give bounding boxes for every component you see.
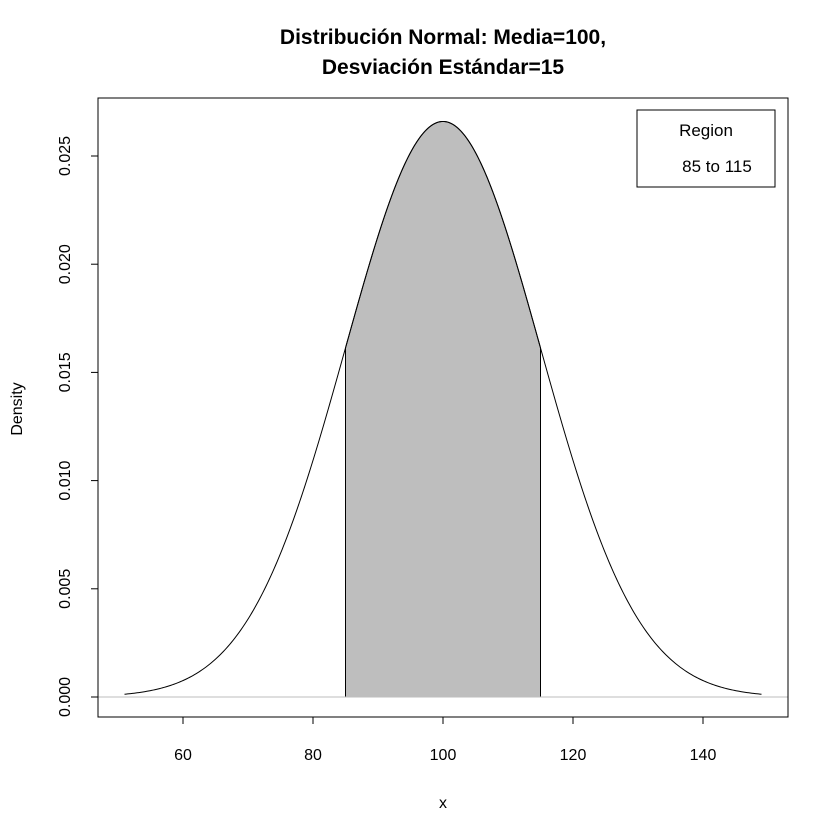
y-axis: 0.000 0.005 0.010 0.015 0.020 0.025: [57, 136, 99, 717]
chart-title-line-1: Distribución Normal: Media=100,: [280, 26, 606, 49]
x-tick-label: 60: [174, 747, 192, 764]
density-curve: [124, 120, 762, 695]
y-axis-label: Density: [9, 382, 26, 435]
x-tick-label: 120: [560, 747, 587, 764]
x-axis: 60 80 100 120 140: [174, 716, 717, 764]
x-tick-label: 140: [690, 747, 717, 764]
y-tick-label: 0.020: [57, 244, 74, 284]
legend: Region 85 to 115: [636, 109, 776, 188]
y-tick-label: 0.025: [57, 136, 74, 176]
legend-box: [636, 109, 776, 188]
y-tick-label: 0.005: [57, 569, 74, 609]
legend-entry: 85 to 115: [682, 157, 752, 176]
shaded-region-layer: [345, 120, 541, 698]
y-tick-label: 0.010: [57, 460, 74, 500]
shaded-region: [345, 120, 541, 698]
x-tick-label: 80: [304, 747, 322, 764]
legend-title: Region: [679, 121, 733, 140]
chart-title-line-2: Desviación Estándar=15: [322, 56, 565, 79]
x-axis-label: x: [439, 795, 447, 812]
x-tick-label: 100: [430, 747, 457, 764]
y-tick-label: 0.015: [57, 352, 74, 392]
y-tick-label: 0.000: [57, 677, 74, 717]
